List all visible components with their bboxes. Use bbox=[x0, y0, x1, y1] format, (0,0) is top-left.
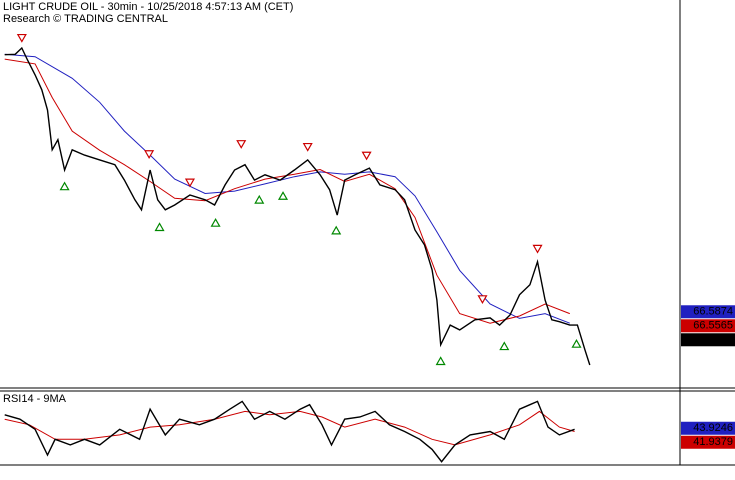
chart-title: LIGHT CRUDE OIL - 30min - 10/25/2018 4:5… bbox=[3, 1, 293, 13]
value-badge bbox=[681, 333, 735, 347]
low-marker bbox=[435, 356, 446, 366]
high-marker bbox=[477, 295, 488, 305]
value-badge-label: 66.3 bbox=[712, 334, 733, 346]
value-badge bbox=[681, 319, 735, 333]
value-badge-label: 43.9246 bbox=[693, 422, 733, 434]
low-marker bbox=[254, 194, 265, 204]
average-line bbox=[4, 410, 575, 446]
high-marker bbox=[532, 244, 543, 254]
label-layer: 66.5874 66.5565 66.3 43.9246 41.9379 bbox=[681, 305, 735, 449]
value-badge bbox=[681, 435, 735, 449]
data-layer bbox=[4, 33, 591, 463]
value-badge-label: 41.9379 bbox=[693, 436, 733, 448]
average-line bbox=[4, 58, 570, 324]
low-marker bbox=[277, 191, 289, 200]
value-badge bbox=[681, 421, 735, 435]
value-badge bbox=[681, 305, 735, 319]
value-badge-label: 66.5874 bbox=[693, 306, 733, 318]
low-marker bbox=[210, 217, 221, 227]
price-line bbox=[4, 400, 575, 463]
average-line bbox=[4, 53, 570, 324]
low-marker bbox=[59, 181, 70, 191]
high-marker bbox=[184, 178, 195, 188]
low-marker bbox=[154, 222, 165, 232]
price-line bbox=[4, 46, 591, 366]
chart-subtitle: Research © TRADING CENTRAL bbox=[3, 13, 168, 25]
low-marker bbox=[499, 341, 510, 351]
low-marker bbox=[571, 338, 582, 348]
high-marker bbox=[144, 150, 155, 159]
high-marker bbox=[236, 140, 247, 149]
low-marker bbox=[331, 225, 342, 235]
high-marker bbox=[302, 142, 313, 152]
panel-title: RSI14 - 9MA bbox=[3, 393, 67, 405]
value-badge-label: 66.5565 bbox=[693, 320, 733, 332]
high-marker bbox=[361, 151, 372, 161]
high-marker bbox=[16, 33, 27, 43]
